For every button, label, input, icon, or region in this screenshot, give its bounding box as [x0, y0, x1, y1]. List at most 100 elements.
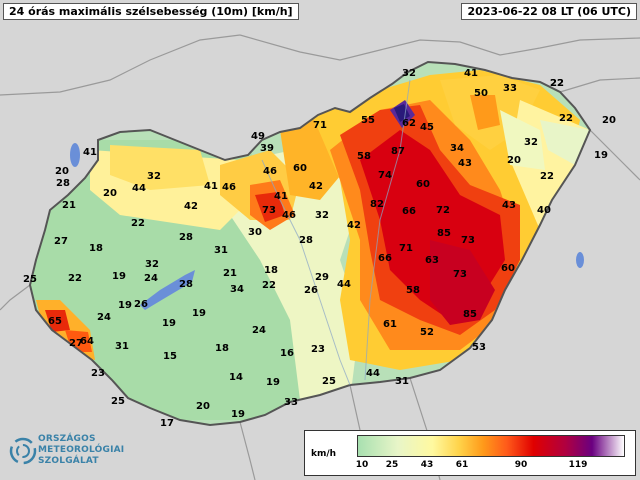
station-value: 46 — [263, 166, 277, 177]
station-value: 28 — [179, 232, 193, 243]
station-value: 64 — [80, 336, 94, 347]
station-value: 20 — [196, 401, 210, 412]
station-value: 32 — [402, 68, 416, 79]
station-value: 82 — [370, 199, 384, 210]
station-value: 42 — [347, 220, 361, 231]
station-value: 17 — [160, 418, 174, 429]
logo-line-3: SZOLGÁLAT — [38, 456, 99, 466]
station-value: 19 — [118, 300, 132, 311]
station-value: 21 — [62, 200, 76, 211]
station-value: 34 — [450, 143, 464, 154]
station-value: 19 — [594, 150, 608, 161]
station-value: 44 — [366, 368, 380, 379]
station-value: 15 — [163, 351, 177, 362]
station-value: 22 — [262, 280, 276, 291]
station-value: 32 — [145, 259, 159, 270]
lake-east — [576, 252, 584, 268]
station-value: 24 — [97, 312, 111, 323]
station-value: 21 — [223, 268, 237, 279]
station-value: 18 — [264, 265, 278, 276]
legend-tick-10: 10 — [355, 460, 369, 470]
legend-colorbar — [357, 435, 625, 457]
station-value: 71 — [399, 243, 413, 254]
station-value: 31 — [214, 245, 228, 256]
station-value: 50 — [474, 88, 488, 99]
station-value: 23 — [91, 368, 105, 379]
station-value: 34 — [230, 284, 244, 295]
station-value: 27 — [69, 338, 83, 349]
station-value: 24 — [144, 273, 158, 284]
station-value: 19 — [231, 409, 245, 420]
station-value: 44 — [337, 279, 351, 290]
hungary-border — [28, 60, 592, 427]
station-value: 32 — [315, 210, 329, 221]
station-value: 60 — [293, 163, 307, 174]
station-value: 46 — [222, 182, 236, 193]
station-value: 20 — [507, 155, 521, 166]
legend-tick-25: 25 — [385, 460, 399, 470]
station-value: 22 — [68, 273, 82, 284]
station-value: 62 — [402, 118, 416, 129]
station-value: 71 — [313, 120, 327, 131]
map-title: 24 órás maximális szélsebesség (10m) [km… — [3, 3, 299, 20]
station-value: 85 — [437, 228, 451, 239]
station-value: 22 — [550, 78, 564, 89]
station-value: 25 — [111, 396, 125, 407]
station-value: 26 — [304, 285, 318, 296]
station-value: 65 — [48, 316, 62, 327]
station-value: 27 — [54, 236, 68, 247]
station-value: 24 — [252, 325, 266, 336]
station-value: 43 — [502, 200, 516, 211]
legend-tick-61: 61 — [455, 460, 469, 470]
station-value: 22 — [131, 218, 145, 229]
lake-balaton — [140, 270, 195, 310]
station-value: 33 — [284, 397, 298, 408]
station-value: 30 — [248, 227, 262, 238]
station-value: 45 — [420, 122, 434, 133]
station-value: 39 — [260, 143, 274, 154]
station-value: 28 — [56, 178, 70, 189]
station-value: 31 — [115, 341, 129, 352]
station-value: 25 — [322, 376, 336, 387]
station-value: 41 — [83, 147, 97, 158]
station-value: 40 — [537, 205, 551, 216]
station-value: 19 — [112, 271, 126, 282]
station-value: 18 — [215, 343, 229, 354]
station-value: 41 — [464, 68, 478, 79]
station-value: 42 — [184, 201, 198, 212]
station-value: 85 — [463, 309, 477, 320]
station-value: 29 — [315, 272, 329, 283]
station-value: 18 — [89, 243, 103, 254]
legend-unit: km/h — [311, 449, 337, 459]
station-value: 60 — [501, 263, 515, 274]
station-value: 41 — [274, 191, 288, 202]
station-value: 61 — [383, 319, 397, 330]
station-value: 74 — [378, 170, 392, 181]
color-legend: km/h 10 25 43 61 90 119 — [304, 430, 636, 476]
logo-line-1: ORSZÁGOS — [38, 434, 96, 444]
station-value: 33 — [503, 83, 517, 94]
station-value: 23 — [311, 344, 325, 355]
country-borders — [0, 34, 640, 480]
station-value: 66 — [402, 206, 416, 217]
station-value: 19 — [192, 308, 206, 319]
station-value: 49 — [251, 131, 265, 142]
station-value: 52 — [420, 327, 434, 338]
timestamp: 2023-06-22 08 LT (06 UTC) — [461, 3, 637, 20]
station-value: 73 — [262, 205, 276, 216]
station-value: 22 — [550, 78, 564, 89]
legend-tick-90: 90 — [514, 460, 528, 470]
logo-line-2: METEOROLÓGIAI — [38, 445, 125, 455]
station-value: 72 — [436, 205, 450, 216]
station-value: 28 — [299, 235, 313, 246]
station-value: 16 — [280, 348, 294, 359]
station-value: 87 — [391, 146, 405, 157]
station-value: 53 — [472, 342, 486, 353]
station-value: 44 — [132, 183, 146, 194]
station-value: 26 — [134, 299, 148, 310]
station-value: 42 — [309, 181, 323, 192]
legend-tick-119: 119 — [568, 460, 588, 470]
